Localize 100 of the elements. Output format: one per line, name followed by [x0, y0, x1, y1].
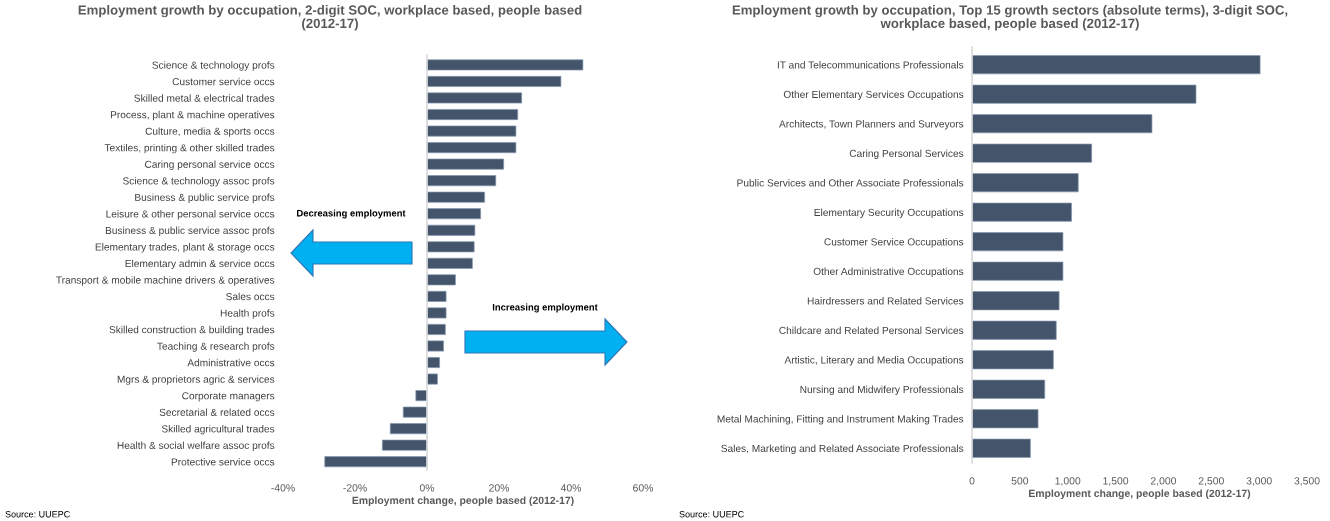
bar: [426, 142, 517, 154]
y-tick-label: Sales occs: [226, 292, 275, 301]
x-tick-label: 2,500: [1198, 477, 1224, 486]
y-tick-label: Customer Service Occupations: [824, 238, 964, 248]
chart-title: Employment growth by occupation, 2-digit SOC, workplace based, people based (2012-17): [78, 5, 582, 31]
y-tick-label: Administrative occs: [187, 358, 275, 367]
y-tick-label: Science & technology assoc profs: [122, 176, 275, 187]
y-tick-label: Hairdressers and Related Services: [807, 297, 964, 305]
y-tick-label: Business & public service assoc profs: [105, 226, 275, 237]
x-tick-label: 500: [1011, 477, 1029, 485]
source-note: Source: UUEPC: [679, 511, 744, 518]
y-tick-label: Elementary Security Occupations: [814, 208, 964, 218]
bar: [426, 307, 447, 319]
y-tick-label: Leisure & other personal service occs: [106, 210, 275, 220]
x-tick-label: 60%: [633, 484, 654, 492]
bar: [972, 114, 1153, 134]
y-tick-label: Architects, Town Planners and Surveyors: [779, 120, 964, 130]
bar: [426, 257, 473, 269]
y-tick-label: Skilled construction & building trades: [109, 325, 275, 336]
bar: [426, 340, 444, 352]
x-tick-label: 0: [969, 477, 975, 485]
y-tick-label: Transport & mobile machine drivers & operatives: [56, 276, 275, 286]
y-tick-label: Science & technology profs: [152, 61, 275, 71]
x-tick-label: -20%: [343, 484, 367, 492]
bar: [426, 191, 485, 203]
bar: [426, 290, 447, 302]
x-tick-label: 20%: [489, 484, 510, 492]
y-tick-label: Skilled agricultural trades: [161, 424, 275, 435]
x-tick-label: 1,500: [1103, 477, 1129, 486]
x-tick-label: -40%: [271, 484, 295, 492]
annotation: Increasing employment: [492, 303, 598, 313]
x-tick-label: 40%: [560, 484, 582, 492]
bar: [415, 390, 428, 402]
y-tick-label: Elementary trades, plant & storage occs: [95, 243, 275, 253]
source-note: Source: UUEPC: [5, 511, 70, 518]
x-tick-label: 3,500: [1294, 477, 1320, 486]
bar: [426, 125, 517, 137]
bar: [972, 173, 1079, 193]
y-tick-label: Nursing and Midwifery Professionals: [800, 385, 964, 396]
bar: [426, 274, 456, 286]
bar: [972, 409, 1039, 429]
bar: [972, 232, 1064, 252]
y-tick-label: Protective service occs: [171, 458, 275, 466]
y-tick-label: Other Elementary Services Occupations: [783, 90, 964, 100]
bar: [972, 350, 1054, 370]
bar: [426, 323, 446, 335]
y-tick-label: Sales, Marketing and Related Associate Professionals: [721, 444, 964, 455]
bar: [426, 158, 505, 170]
bar: [972, 291, 1060, 311]
bar: [426, 75, 562, 87]
bar: [426, 373, 438, 385]
y-tick-label: Health profs: [220, 309, 275, 319]
bar: [426, 109, 519, 120]
x-tick-label: 3,000: [1246, 477, 1272, 486]
x-axis-title: Employment change, people based (2012-17): [352, 496, 574, 507]
bar: [389, 423, 428, 435]
y-tick-label: Health & social welfare assoc profs: [117, 441, 275, 451]
bar: [426, 357, 440, 369]
y-tick-label: Metal Machining, Fitting and Instrument Making Trades: [717, 415, 964, 425]
y-tick-label: Process, plant & machine operatives: [110, 110, 275, 121]
y-tick-label: Other Administrative Occupations: [813, 267, 964, 277]
y-tick-label: Public Services and Other Associate Professionals: [737, 179, 964, 187]
x-tick-label: 1,000: [1055, 477, 1081, 486]
bar: [324, 456, 428, 468]
y-tick-label: Culture, media & sports occs: [145, 127, 275, 137]
bar: [426, 224, 476, 236]
bar: [426, 59, 584, 71]
bar: [972, 55, 1261, 75]
y-tick-label: Caring personal service occs: [145, 160, 275, 170]
bar: [382, 439, 428, 451]
y-tick-label: Mgrs & proprietors agric & services: [117, 375, 275, 385]
bar: [426, 92, 523, 104]
bar: [426, 241, 475, 253]
x-axis-title: Employment change, people based (2012-17): [1029, 489, 1251, 500]
bar: [402, 406, 428, 418]
bar: [972, 143, 1092, 163]
bar: [972, 261, 1064, 281]
y-tick-label: Skilled metal & electrical trades: [134, 94, 275, 102]
y-tick-label: Corporate managers: [182, 392, 275, 402]
bar: [972, 320, 1057, 340]
y-tick-label: Teaching & research profs: [157, 342, 275, 352]
y-tick-label: Customer service occs: [172, 77, 275, 86]
bar: [426, 208, 481, 220]
annotation: Decreasing employment: [297, 209, 406, 219]
bar: [972, 202, 1072, 222]
x-tick-label: 2,000: [1150, 477, 1177, 486]
y-tick-label: Secretarial & related occs: [159, 408, 275, 416]
y-tick-label: Childcare and Related Personal Services: [779, 326, 964, 335]
y-tick-label: Business & public service profs: [135, 193, 275, 203]
bar: [972, 379, 1046, 399]
bar: [972, 438, 1031, 458]
y-tick-label: IT and Telecommunications Professionals: [777, 61, 964, 69]
y-tick-label: Artistic, Literary and Media Occupations: [784, 356, 964, 366]
bar: [972, 84, 1197, 104]
y-tick-label: Textiles, printing & other skilled trades: [104, 143, 275, 154]
bar: [426, 175, 497, 187]
x-tick-label: 0%: [419, 484, 435, 492]
y-tick-label: Caring Personal Services: [849, 149, 964, 159]
y-tick-label: Elementary admin & service occs: [125, 259, 275, 270]
chart-title: Employment growth by occupation, Top 15 growth sectors (absolute terms), 3-digit SOC, workplace based, people based (2012-17): [732, 5, 1288, 31]
